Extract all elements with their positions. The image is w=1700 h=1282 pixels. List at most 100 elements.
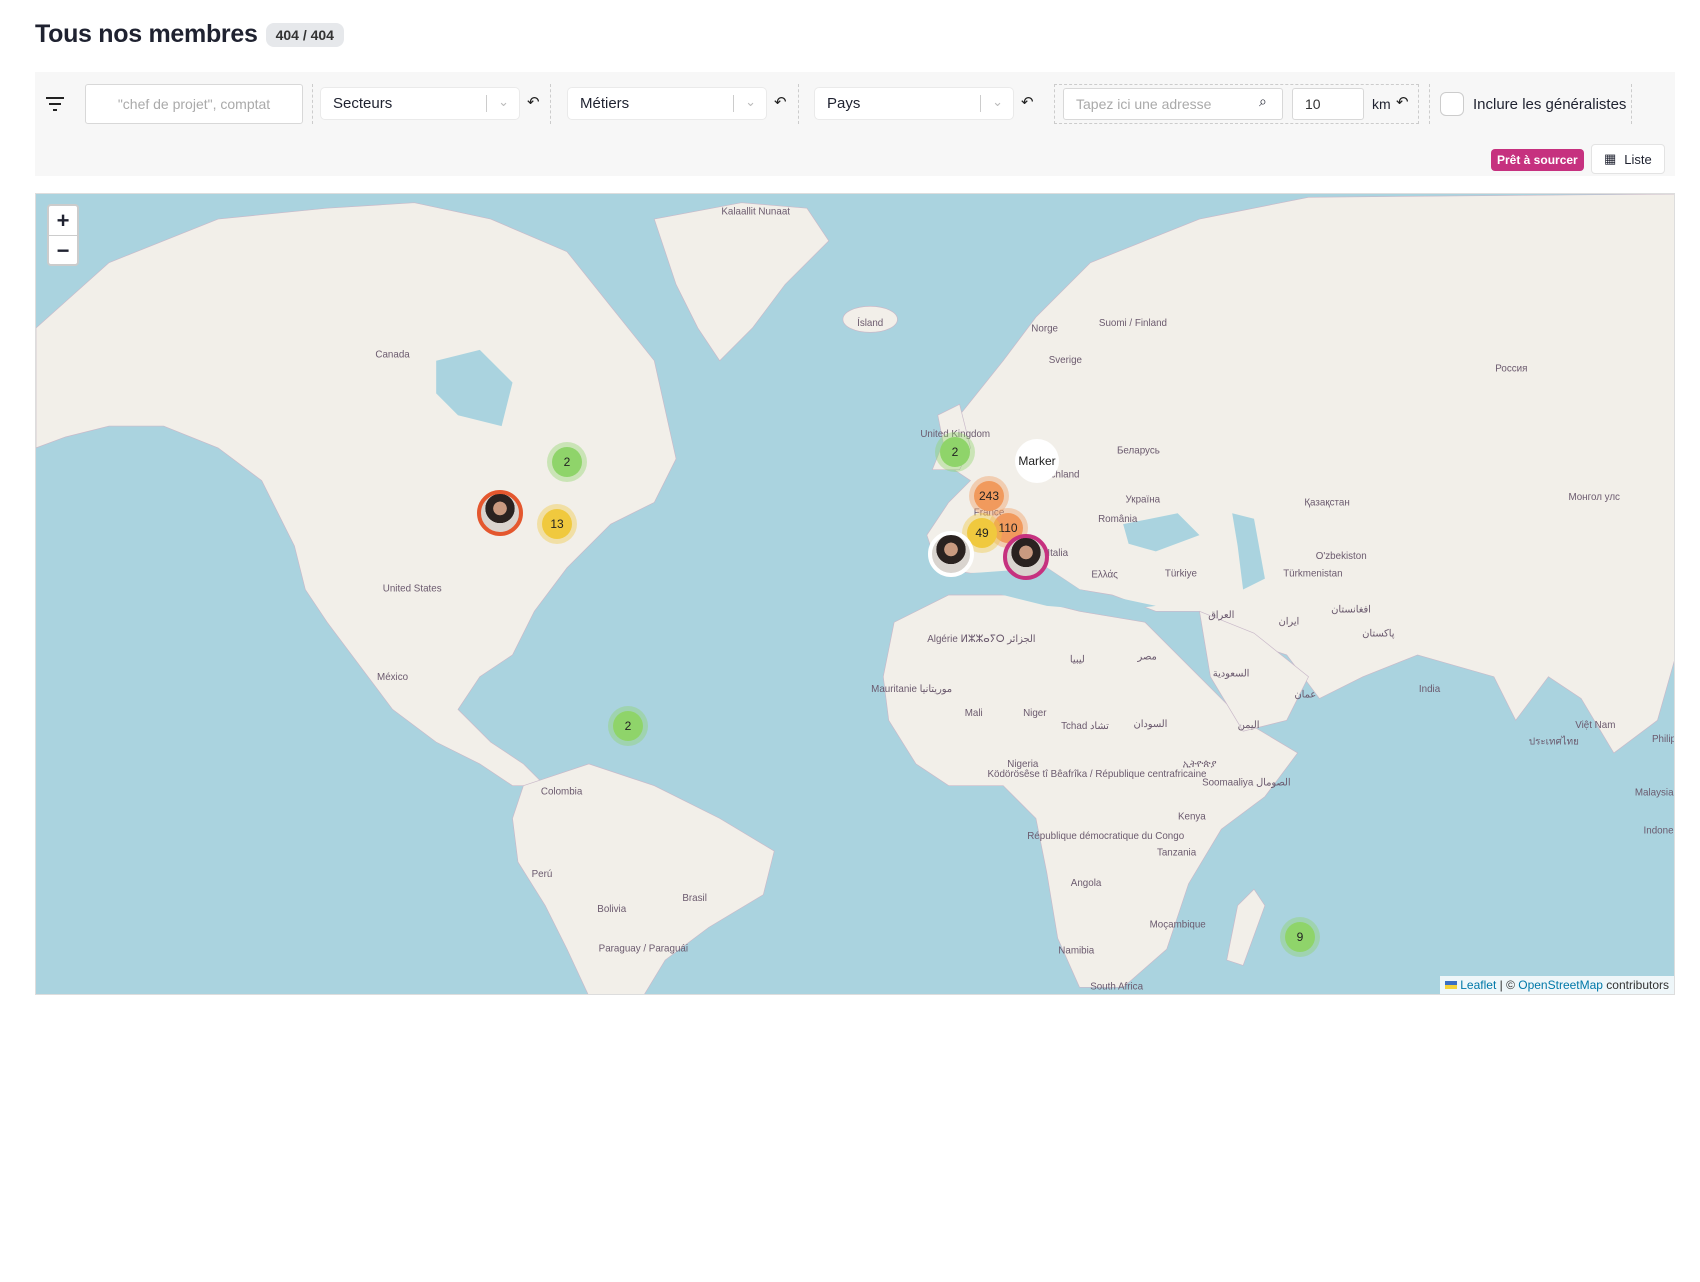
member-cluster[interactable]: 243 bbox=[969, 476, 1009, 516]
marker-alt-text: Marker bbox=[1018, 454, 1056, 468]
member-avatar-marker[interactable] bbox=[477, 490, 523, 536]
include-generalists-checkbox[interactable] bbox=[1440, 92, 1464, 116]
map-country-label: Tchad تشاد bbox=[1061, 721, 1109, 732]
list-view-button[interactable]: ▦ Liste bbox=[1591, 144, 1665, 174]
member-cluster[interactable]: 13 bbox=[537, 504, 577, 544]
cluster-count: 243 bbox=[974, 481, 1004, 511]
chevron-down-icon: ⌄ bbox=[498, 94, 509, 109]
map-country-label: Kenya bbox=[1178, 811, 1206, 822]
map-country-label: العراق bbox=[1208, 610, 1234, 621]
map-country-label: Nigeria bbox=[1007, 759, 1039, 770]
metiers-label: Métiers bbox=[580, 95, 630, 112]
divider bbox=[798, 84, 799, 124]
caspian-sea bbox=[1232, 513, 1265, 590]
list-view-label: Liste bbox=[1624, 151, 1652, 167]
divider bbox=[550, 84, 551, 124]
member-cluster[interactable]: 9 bbox=[1280, 917, 1320, 957]
map-country-label: Namibia bbox=[1058, 946, 1094, 957]
zoom-out-button[interactable]: − bbox=[49, 235, 77, 264]
page-title: Tous nos membres bbox=[35, 20, 258, 48]
member-cluster[interactable]: 2 bbox=[608, 706, 648, 746]
reset-secteurs-icon[interactable]: ↶ bbox=[527, 94, 540, 111]
broken-marker-image[interactable]: Marker bbox=[1015, 439, 1059, 483]
map-country-label: Mauritanie موريتانيا bbox=[871, 684, 952, 695]
keyword-search-input[interactable] bbox=[85, 84, 303, 124]
chevron-down-icon: ⌄ bbox=[745, 94, 756, 109]
iceland bbox=[842, 305, 898, 333]
filter-icon[interactable] bbox=[45, 96, 65, 112]
filter-toolbar: Secteurs ⌄ ↶ Métiers ⌄ ↶ Pays ⌄ ↶ ⌕ km ↶ In… bbox=[35, 72, 1675, 176]
map-country-label: Ködörösêse tî Bêafrîka / République cent… bbox=[987, 769, 1207, 780]
map-country-label: Philip bbox=[1652, 734, 1675, 745]
map-country-label: United Kingdom bbox=[920, 429, 990, 440]
metiers-select[interactable]: Métiers ⌄ bbox=[568, 88, 766, 119]
map-country-label: اليمن bbox=[1238, 720, 1260, 731]
ready-to-source-badge[interactable]: Prêt à sourcer bbox=[1491, 149, 1584, 171]
secteurs-label: Secteurs bbox=[333, 95, 393, 112]
divider bbox=[1631, 84, 1632, 124]
secteurs-select[interactable]: Secteurs ⌄ bbox=[321, 88, 519, 119]
reset-pays-icon[interactable]: ↶ bbox=[1021, 94, 1034, 111]
map-country-label: Sverige bbox=[1049, 355, 1083, 366]
pays-label: Pays bbox=[827, 95, 861, 112]
map-country-label: France bbox=[974, 507, 1005, 518]
map-country-label: Algérie ⵍⵣⵣⴰⵢⵔ الجزائر bbox=[927, 634, 1035, 645]
map-country-label: Bolivia bbox=[597, 904, 626, 915]
map-country-label: République démocratique du Congo bbox=[1027, 831, 1184, 842]
zoom-control: + − bbox=[47, 204, 79, 266]
arabia bbox=[1199, 610, 1309, 732]
divider bbox=[312, 84, 313, 124]
map-country-label: Perú bbox=[532, 869, 553, 880]
leaflet-link[interactable]: Leaflet bbox=[1460, 978, 1497, 992]
map-country-label: ایران bbox=[1279, 616, 1300, 627]
map-country-label: افغانستان bbox=[1331, 604, 1371, 615]
member-cluster[interactable]: 2 bbox=[547, 442, 587, 482]
zoom-in-button[interactable]: + bbox=[56, 208, 70, 233]
map-attribution: Leaflet | © OpenStreetMap contributors bbox=[1439, 976, 1674, 994]
map-country-label: Україна bbox=[1126, 494, 1161, 505]
radius-unit: km bbox=[1372, 96, 1391, 112]
map-country-label: ประเทศไทย bbox=[1529, 735, 1579, 747]
cluster-count: 2 bbox=[613, 711, 643, 741]
cluster-count: 13 bbox=[542, 509, 572, 539]
map-country-label: Монгол улс bbox=[1568, 492, 1620, 503]
pays-select[interactable]: Pays ⌄ bbox=[815, 88, 1013, 119]
map-country-label: عمان bbox=[1294, 689, 1316, 700]
map-country-label: Brasil bbox=[682, 893, 707, 904]
map-country-label: South Africa bbox=[1090, 981, 1143, 992]
ukraine-flag-icon bbox=[1444, 981, 1457, 989]
chevron-down-icon: ⌄ bbox=[992, 94, 1003, 109]
map-country-label: Mali bbox=[965, 708, 983, 719]
black-sea bbox=[1123, 513, 1200, 552]
map-country-label: România bbox=[1098, 514, 1138, 525]
map-country-label: Angola bbox=[1071, 878, 1102, 889]
member-count-badge: 404 / 404 bbox=[265, 22, 344, 47]
map-country-label: Türkiye bbox=[1165, 568, 1198, 579]
location-group bbox=[1054, 84, 1419, 124]
map-country-label: Suomi / Finland bbox=[1099, 318, 1167, 329]
member-cluster[interactable]: 2 bbox=[935, 432, 975, 472]
osm-link[interactable]: OpenStreetMap bbox=[1518, 978, 1603, 992]
address-input[interactable] bbox=[1063, 88, 1283, 120]
reset-location-icon[interactable]: ↶ bbox=[1396, 94, 1409, 111]
map-country-label: Қазақстан bbox=[1304, 498, 1349, 509]
cluster-count: 9 bbox=[1285, 922, 1315, 952]
search-icon[interactable]: ⌕ bbox=[1259, 93, 1267, 109]
map-country-label: Türkmenistan bbox=[1283, 568, 1342, 579]
map-country-label: ኢትዮጵያ bbox=[1183, 759, 1217, 770]
members-map[interactable]: Kalaallit Nunaat Ísland Canada United State… bbox=[35, 193, 1675, 995]
madagascar bbox=[1226, 888, 1266, 966]
map-country-label: Soomaaliya الصومال bbox=[1202, 778, 1291, 789]
map-country-label: Indone bbox=[1644, 826, 1675, 837]
member-avatar-marker[interactable] bbox=[1003, 534, 1049, 580]
radius-input[interactable] bbox=[1292, 88, 1364, 120]
member-avatar-marker[interactable] bbox=[928, 531, 974, 577]
reset-metiers-icon[interactable]: ↶ bbox=[774, 94, 787, 111]
map-country-label: Norge bbox=[1031, 323, 1058, 334]
page-header: Tous nos membres 404 / 404 bbox=[35, 20, 344, 49]
cluster-count: 49 bbox=[967, 518, 997, 548]
map-country-label: السعودية bbox=[1213, 669, 1250, 680]
north-america bbox=[36, 202, 677, 787]
cluster-count: 2 bbox=[940, 437, 970, 467]
map-country-label: Ísland bbox=[857, 318, 883, 329]
